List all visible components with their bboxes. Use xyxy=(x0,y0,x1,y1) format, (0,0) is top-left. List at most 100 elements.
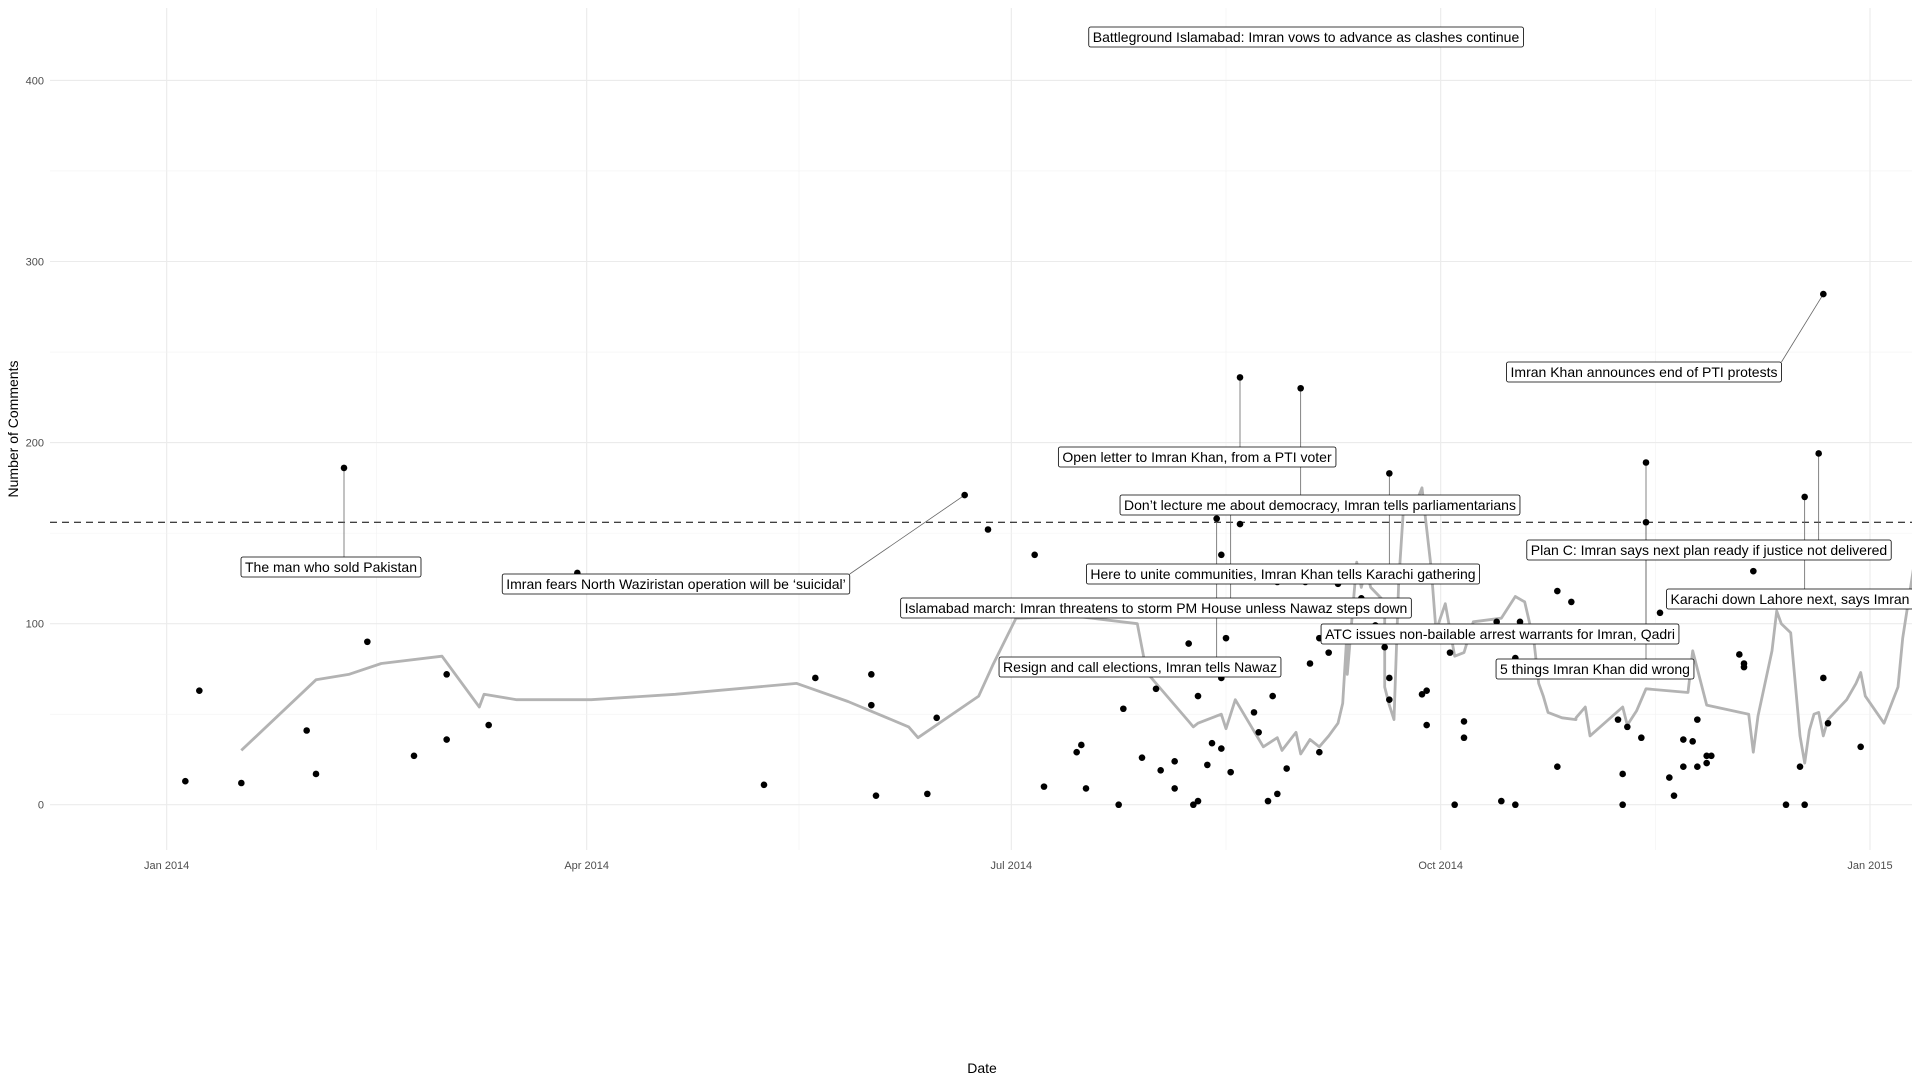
data-point xyxy=(1554,763,1561,771)
annotation-text: Open letter to Imran Khan, from a PTI vo… xyxy=(1062,449,1332,465)
data-point xyxy=(1815,450,1822,457)
data-point xyxy=(1073,748,1080,756)
data-point xyxy=(1185,640,1192,647)
data-point xyxy=(1325,649,1332,656)
data-point xyxy=(1680,763,1687,771)
annotation-text: Plan C: Imran says next plan ready if ju… xyxy=(1531,542,1887,558)
data-point xyxy=(1236,374,1244,381)
data-point xyxy=(1736,651,1743,658)
annotation-box xyxy=(1666,588,1912,610)
data-point xyxy=(1283,765,1290,772)
annotation-box xyxy=(1057,446,1337,468)
data-point xyxy=(1040,783,1048,790)
data-point xyxy=(1750,567,1757,575)
data-point xyxy=(340,464,348,472)
data-point xyxy=(1446,649,1454,656)
annotation-text: Imran fears North Waziristan operation w… xyxy=(506,576,846,592)
annotation: Open letter to Imran Khan, from a PTI vo… xyxy=(1057,446,1337,468)
x-tick-label: Jan 2014 xyxy=(144,860,189,872)
data-point xyxy=(1157,767,1164,774)
annotation-text: Here to unite communities, Imran Khan te… xyxy=(1090,566,1475,582)
data-point xyxy=(1516,618,1524,626)
y-tick-label: 0 xyxy=(38,800,44,812)
data-point xyxy=(1386,696,1393,704)
data-point xyxy=(1274,790,1281,798)
annotation: Battleground Islamabad: Imran vows to ad… xyxy=(1088,26,1524,48)
data-point xyxy=(933,714,940,722)
data-point xyxy=(1498,797,1505,805)
data-point xyxy=(196,687,203,694)
data-point xyxy=(1423,721,1430,729)
data-point xyxy=(1120,705,1127,713)
data-point xyxy=(1222,634,1230,642)
data-point xyxy=(1670,792,1678,799)
data-point xyxy=(1190,801,1197,809)
annotation-text: Battleground Islamabad: Imran vows to ad… xyxy=(1093,29,1520,45)
annotation: ATC issues non-bailable arrest warrants … xyxy=(1320,623,1680,645)
data-point xyxy=(1418,690,1426,698)
data-point xyxy=(1493,618,1500,626)
data-point xyxy=(1619,801,1626,809)
annotation: Here to unite communities, Imran Khan te… xyxy=(1085,563,1481,585)
data-point xyxy=(1213,515,1220,522)
y-axis: 0 100 200 300 400 xyxy=(26,75,44,811)
annotation-labels: The man who sold Pakistan Imran fears Nor… xyxy=(240,26,1912,680)
data-point xyxy=(1236,520,1244,528)
annotation: The man who sold Pakistan xyxy=(240,556,422,578)
data-point xyxy=(1460,734,1468,742)
gridlines xyxy=(50,8,1912,850)
data-point xyxy=(1386,470,1393,477)
data-point xyxy=(443,671,450,678)
data-point xyxy=(1694,763,1701,771)
data-point xyxy=(1218,551,1225,559)
data-point xyxy=(1194,797,1202,805)
annotation-box xyxy=(1495,658,1695,680)
data-points xyxy=(182,28,1864,809)
annotation: 5 things Imran Khan did wrong xyxy=(1495,658,1695,680)
annotation: Don’t lecture me about democracy, Imran … xyxy=(1119,494,1521,516)
data-point xyxy=(1857,743,1864,751)
annotation-box xyxy=(1526,539,1892,561)
data-point xyxy=(1801,801,1808,809)
data-point xyxy=(303,727,310,734)
y-tick-label: 400 xyxy=(26,75,44,87)
x-tick-label: Oct 2014 xyxy=(1418,860,1463,872)
y-axis-title: Number of Comments xyxy=(5,361,21,498)
data-point xyxy=(1194,692,1202,700)
data-point xyxy=(1642,459,1650,466)
data-point xyxy=(312,770,320,778)
data-point xyxy=(238,779,245,787)
data-point xyxy=(1740,660,1748,667)
data-point xyxy=(1703,759,1710,767)
data-point xyxy=(961,491,968,499)
y-tick-label: 100 xyxy=(26,619,44,631)
data-point xyxy=(1680,736,1687,743)
annotation-connector xyxy=(1781,293,1824,363)
annotation-text: Imran Khan announces end of PTI protests xyxy=(1511,364,1778,380)
data-point xyxy=(443,736,450,743)
data-point xyxy=(1152,685,1160,693)
annotation-box xyxy=(900,597,1412,619)
data-point xyxy=(1619,770,1626,778)
data-point xyxy=(1031,551,1038,559)
x-tick-label: Apr 2014 xyxy=(564,860,609,872)
data-point xyxy=(868,671,875,678)
annotation-text: The man who sold Pakistan xyxy=(245,559,417,575)
data-point xyxy=(812,674,819,682)
data-point xyxy=(1554,587,1561,595)
data-point xyxy=(760,781,768,789)
data-point xyxy=(1642,518,1650,526)
annotation-text: ATC issues non-bailable arrest warrants … xyxy=(1325,626,1675,642)
data-point xyxy=(872,792,880,799)
data-point xyxy=(182,777,189,785)
annotation: Islamabad march: Imran threatens to stor… xyxy=(900,597,1412,619)
data-point xyxy=(1297,384,1304,392)
data-point xyxy=(1423,687,1430,694)
annotation-box xyxy=(1085,563,1481,585)
x-tick-label: Jan 2015 xyxy=(1847,860,1892,872)
data-point xyxy=(1694,716,1701,723)
data-point xyxy=(1638,734,1645,742)
data-point xyxy=(868,701,875,709)
annotation-text: 5 things Imran Khan did wrong xyxy=(1500,661,1690,677)
